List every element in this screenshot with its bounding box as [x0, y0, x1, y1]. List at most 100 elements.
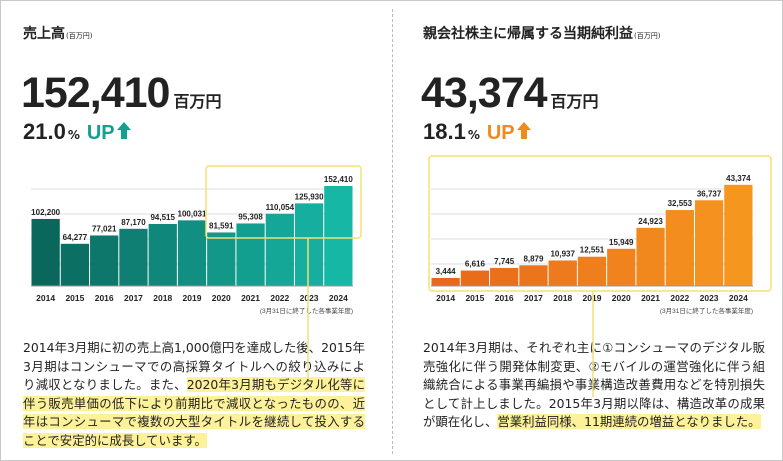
panel: 売上高(百万円) 152,410 百万円 21.0% UP 102,200 2014 64,2…: [1, 1, 371, 460]
growth: 21.0% UP: [23, 119, 131, 145]
title-text: 親会社株主に帰属する当期純利益: [423, 26, 633, 42]
x-tick-label: 2014: [436, 293, 455, 303]
x-tick-label: 2015: [65, 293, 84, 303]
growth-label: UP: [486, 122, 515, 144]
x-tick-label: 2022: [270, 293, 289, 303]
x-tick-label: 2022: [670, 293, 689, 303]
x-tick-label: 2020: [212, 293, 231, 303]
bar: [724, 184, 753, 286]
value-label: 152,410: [324, 175, 353, 184]
x-tick-label: 2018: [553, 293, 572, 303]
value-label: 125,930: [295, 192, 324, 201]
headline-unit: 百万円: [173, 92, 222, 111]
bar: [90, 235, 119, 286]
text: 2014年3月期は、それぞれ主に①コンシューマのデジタル販売強化に伴う開発体制変…: [423, 340, 765, 430]
bar: [60, 243, 90, 286]
headline-value: 152,410: [21, 69, 170, 117]
body-text: 2014年3月期に初の売上高1,000億円を達成した後、2015年3月期はコンシ…: [23, 339, 365, 451]
divider: [392, 9, 393, 454]
bar: [148, 223, 177, 286]
bar: [31, 218, 60, 286]
highlighted-text: 営業利益同様、11期連続の増益となりました。: [497, 414, 761, 430]
value-label: 6,616: [465, 260, 486, 269]
title-text: 売上高: [23, 26, 65, 42]
x-tick-label: 2019: [183, 293, 202, 303]
chart-title: 親会社株主に帰属する当期純利益(百万円): [423, 23, 660, 43]
bar: [324, 185, 353, 286]
value-label: 3,444: [436, 267, 457, 276]
x-tick-label: 2024: [329, 293, 348, 303]
title-unit: (百万円): [634, 32, 661, 40]
chart: 102,200 2014 64,277 2015 77,021 2016 87,170 201…: [31, 175, 353, 315]
bar: [490, 267, 519, 286]
bar: [460, 270, 490, 286]
value-label: 95,308: [238, 212, 263, 221]
x-tick-label: 2015: [465, 293, 484, 303]
growth-unit: %: [467, 128, 480, 142]
value-label: 87,170: [121, 218, 146, 227]
x-tick-label: 2018: [153, 293, 172, 303]
value-label: 36,737: [697, 189, 722, 198]
x-tick-label: 2023: [700, 293, 719, 303]
value-label: 64,277: [63, 233, 88, 242]
headline-value: 43,374: [421, 69, 548, 117]
bar: [665, 210, 694, 286]
value-label: 24,923: [638, 217, 663, 226]
footnote: (3月31日に終了した各事業年度): [260, 306, 353, 315]
headline: 43,374 百万円: [421, 69, 599, 118]
value-label: 12,551: [580, 246, 605, 255]
chart-title: 売上高(百万円): [23, 23, 92, 43]
x-tick-label: 2016: [495, 293, 514, 303]
bar: [519, 265, 548, 286]
x-tick-label: 2014: [36, 293, 55, 303]
bar: [694, 200, 724, 286]
bar: [177, 220, 207, 286]
x-tick-label: 2023: [300, 293, 319, 303]
bar: [636, 227, 665, 286]
x-tick-label: 2017: [524, 293, 543, 303]
body-text: 2014年3月期は、それぞれ主に①コンシューマのデジタル販売強化に伴う開発体制変…: [423, 339, 765, 432]
arrow-shape: [516, 122, 531, 139]
bar: [294, 203, 324, 286]
value-label: 8,879: [523, 254, 544, 263]
value-label: 15,949: [609, 238, 634, 247]
value-label: 77,021: [92, 224, 117, 233]
value-label: 7,745: [494, 257, 515, 266]
title-unit: (百万円): [66, 32, 93, 40]
growth-value: 18.1: [423, 119, 466, 144]
growth-unit: %: [67, 128, 80, 142]
chart: 3,444 2014 6,616 2015 7,745 2016 8,879 2017 10,9…: [431, 174, 753, 315]
bar: [265, 213, 294, 286]
value-label: 94,515: [150, 213, 175, 222]
headline-unit: 百万円: [550, 92, 599, 111]
value-label: 110,054: [266, 203, 295, 212]
up-arrow: [516, 122, 531, 139]
bar: [119, 228, 148, 286]
x-tick-label: 2024: [729, 293, 748, 303]
text: 2014年3月期に初の売上高1,000億円を達成した後、2015年3月期はコンシ…: [23, 340, 365, 393]
up-arrow: [116, 122, 131, 139]
value-label: 81,591: [209, 221, 234, 230]
x-tick-label: 2019: [583, 293, 602, 303]
value-label: 10,937: [550, 249, 575, 258]
value-label: 32,553: [668, 199, 693, 208]
growth-value: 21.0: [23, 119, 66, 144]
bar: [431, 277, 460, 286]
panel: 親会社株主に帰属する当期純利益(百万円) 43,374 百万円 18.1% UP 3,44…: [401, 1, 771, 460]
growth-label: UP: [86, 122, 115, 144]
arrow-shape: [116, 122, 131, 139]
headline: 152,410 百万円: [21, 69, 221, 118]
bar: [548, 260, 577, 286]
x-tick-label: 2017: [124, 293, 143, 303]
value-label: 100,031: [178, 209, 207, 218]
x-tick-label: 2016: [95, 293, 114, 303]
bar: [236, 223, 265, 286]
growth: 18.1% UP: [423, 119, 531, 145]
bar: [207, 232, 236, 286]
x-tick-label: 2021: [241, 293, 260, 303]
x-tick-label: 2021: [641, 293, 660, 303]
value-label: 43,374: [726, 174, 751, 183]
bar: [607, 248, 636, 286]
value-label: 102,200: [31, 208, 60, 217]
